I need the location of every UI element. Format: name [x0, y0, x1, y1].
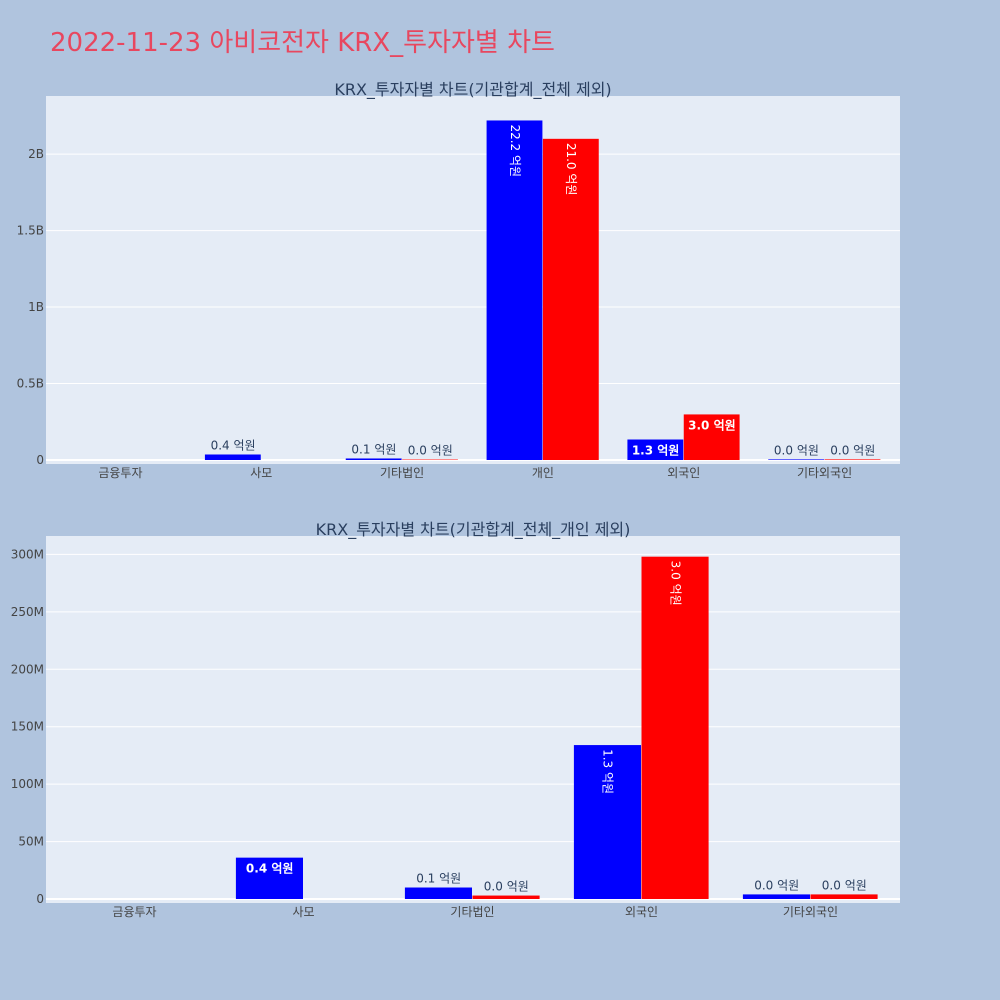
data-label: 0.1 억원	[416, 872, 461, 886]
bar	[486, 120, 543, 461]
data-label: 0.0 억원	[774, 443, 819, 457]
bar	[235, 857, 303, 899]
data-label: 0.0 억원	[822, 878, 867, 892]
x-tick-label: 기타법인	[450, 905, 494, 919]
bar	[542, 138, 599, 460]
data-label: 0.0 억원	[484, 880, 529, 894]
bar	[404, 887, 472, 899]
y-tick-label: 100M	[11, 777, 44, 791]
x-tick-label: 외국인	[667, 466, 700, 480]
bar	[204, 454, 261, 460]
chart-title: KRX_투자자별 차트(기관합계_전체_개인 제외)	[316, 520, 631, 540]
data-label: 0.1 억원	[351, 442, 396, 456]
data-label: 0.0 억원	[754, 878, 799, 892]
chart-2: 0 50M 100M 150M 200M 250M 300M KRX_투자자별 차트(기관합계…	[11, 520, 900, 919]
chart-1: 0 0.5B 1B 1.5B 2B KRX_투자자별 차트(기관합계_전체 제외) 금융투자…	[17, 80, 900, 480]
x-tick-label: 금융투자	[98, 466, 142, 480]
y-tick-label: 2B	[28, 147, 44, 161]
y-tick-label: 200M	[11, 662, 44, 676]
y-tick-label: 250M	[11, 605, 44, 619]
data-label: 21.0 억원	[564, 143, 578, 196]
x-tick-label: 금융투자	[112, 905, 156, 919]
x-tick-label: 기타외국인	[797, 466, 852, 480]
x-tick-label: 사모	[292, 905, 314, 919]
y-tick-label: 0	[36, 453, 44, 467]
data-label: 1.3 억원	[601, 749, 615, 794]
x-tick-label: 기타외국인	[783, 905, 838, 919]
x-tick-label: 외국인	[625, 905, 658, 919]
bar	[472, 895, 540, 899]
data-label: 0.4 억원	[246, 862, 294, 876]
bar	[683, 414, 740, 460]
y-tick-label: 150M	[11, 720, 44, 734]
data-label: 0.0 억원	[408, 444, 453, 458]
bar	[573, 745, 641, 899]
bar	[345, 458, 402, 460]
data-label: 0.4 억원	[211, 438, 256, 452]
chart-title: KRX_투자자별 차트(기관합계_전체 제외)	[334, 80, 611, 100]
x-tick-label: 개인	[532, 466, 554, 480]
bar	[768, 459, 825, 460]
data-label: 3.0 억원	[688, 418, 736, 432]
bar	[627, 439, 684, 460]
data-label: 3.0 억원	[668, 561, 682, 606]
plot-background	[46, 96, 900, 464]
data-label: 0.0 억원	[830, 443, 875, 457]
y-tick-label: 1B	[28, 300, 44, 314]
data-label: 22.2 억원	[508, 124, 522, 177]
x-tick-label: 기타법인	[380, 466, 424, 480]
bar	[824, 459, 881, 460]
y-tick-label: 50M	[18, 835, 44, 849]
page-title: 2022-11-23 아비코전자 KRX_투자자별 차트	[50, 28, 555, 58]
bar	[641, 556, 709, 899]
y-tick-label: 1.5B	[17, 224, 44, 238]
data-label: 1.3 억원	[632, 444, 680, 458]
bar	[810, 894, 878, 899]
y-tick-label: 300M	[11, 547, 44, 561]
x-tick-label: 사모	[250, 466, 272, 480]
plot-background	[46, 536, 900, 903]
bar	[742, 894, 810, 899]
y-tick-label: 0	[36, 892, 44, 906]
y-tick-label: 0.5B	[17, 377, 44, 391]
